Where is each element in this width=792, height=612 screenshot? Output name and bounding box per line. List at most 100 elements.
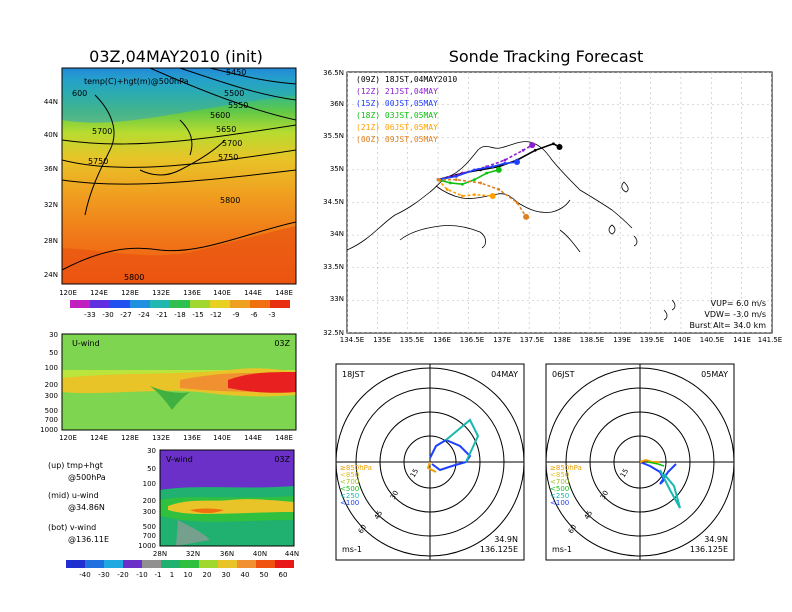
svg-text:500: 500 <box>45 407 58 415</box>
contour-labels: 5450 5500 5550 5600 5650 5700 5750 5700 … <box>72 68 248 282</box>
track-point <box>460 182 464 186</box>
svg-text:136E: 136E <box>183 289 201 297</box>
svg-text:15: 15 <box>619 467 630 479</box>
svg-text:VDW= -3.0 m/s: VDW= -3.0 m/s <box>704 310 766 319</box>
main-title: Sonde Tracking Forecast <box>449 47 644 66</box>
svg-text:5550: 5550 <box>228 101 248 110</box>
svg-text:VUP= 6.0 m/s: VUP= 6.0 m/s <box>711 299 766 308</box>
track-point <box>491 165 495 169</box>
svg-text:33N: 33N <box>330 295 344 303</box>
v-wind-colorbar-labels: -40 -30 -20 -10 -1 1 10 20 30 40 50 60 <box>79 571 287 579</box>
svg-text:44N: 44N <box>44 98 58 106</box>
svg-text:(21Z) 06JST,05MAY: (21Z) 06JST,05MAY <box>356 123 438 132</box>
svg-text:132E: 132E <box>152 289 170 297</box>
track-point <box>552 142 555 146</box>
svg-text:139E: 139E <box>613 336 631 344</box>
svg-text:-1: -1 <box>155 571 162 579</box>
track-point <box>485 171 489 175</box>
svg-text:137E: 137E <box>493 336 511 344</box>
v-wind-frame <box>159 449 295 547</box>
u-wind-field <box>62 334 296 430</box>
svg-text:124E: 124E <box>90 289 108 297</box>
track-point <box>445 188 449 191</box>
svg-text:35N: 35N <box>330 165 344 173</box>
svg-text:(mid) u-wind: (mid) u-wind <box>48 491 99 500</box>
svg-text:36N: 36N <box>220 550 234 558</box>
svg-text:34N: 34N <box>330 230 344 238</box>
svg-text:1000: 1000 <box>40 426 58 434</box>
upper-lat-labels: 44N 40N 36N 32N 28N 24N <box>44 98 58 279</box>
svg-text:128E: 128E <box>121 289 139 297</box>
svg-text:44N: 44N <box>285 550 299 558</box>
svg-text:136E: 136E <box>183 434 201 442</box>
svg-text:200: 200 <box>143 497 156 505</box>
v-wind-colorbar <box>66 560 294 568</box>
svg-text:60: 60 <box>279 571 288 579</box>
svg-text:139.5E: 139.5E <box>640 336 664 344</box>
svg-text:<850: <850 <box>340 471 359 479</box>
svg-text:140E: 140E <box>213 434 231 442</box>
svg-text:≥850hPa: ≥850hPa <box>550 464 582 472</box>
svg-text:(00Z) 09JST,05MAY: (00Z) 09JST,05MAY <box>356 135 438 144</box>
svg-text:1: 1 <box>170 571 174 579</box>
svg-text:(bot) v-wind: (bot) v-wind <box>48 523 96 532</box>
svg-text:32N: 32N <box>186 550 200 558</box>
svg-text:-6: -6 <box>251 311 259 319</box>
svg-text:140E: 140E <box>673 336 691 344</box>
temperature-field <box>62 68 296 284</box>
track-point <box>503 161 507 165</box>
track-point <box>503 158 507 162</box>
svg-text:140E: 140E <box>213 289 231 297</box>
svg-text:50: 50 <box>49 349 58 357</box>
track-point <box>460 194 464 198</box>
svg-text:136E: 136E <box>433 336 451 344</box>
upper-lon-labels: 120E 124E 128E 132E 136E 140E 144E 148E <box>59 289 293 297</box>
track-endpoint <box>489 192 496 199</box>
svg-text:@34.86N: @34.86N <box>68 503 105 512</box>
svg-text:35.5N: 35.5N <box>323 132 344 140</box>
svg-text:34.5N: 34.5N <box>323 198 344 206</box>
u-wind-lon-labels: 120E 124E 128E 132E 136E 140E 144E 148E <box>59 434 293 442</box>
u-wind-level-labels: 30 50 100 200 300 500 700 1000 <box>40 331 58 434</box>
svg-text:ms-1: ms-1 <box>552 545 572 554</box>
panel-notes: (up) tmp+hgt @500hPa (mid) u-wind @34.86… <box>48 461 109 544</box>
svg-text:50: 50 <box>147 465 156 473</box>
track-point <box>497 188 501 191</box>
hodo-left-time: 18JST <box>342 370 365 379</box>
svg-text:120E: 120E <box>59 289 77 297</box>
svg-text:5750: 5750 <box>218 153 238 162</box>
svg-text:-30: -30 <box>102 311 113 319</box>
track-point <box>515 201 519 204</box>
track-line <box>437 144 533 181</box>
svg-text:30: 30 <box>49 331 58 339</box>
svg-text:60: 60 <box>357 523 368 535</box>
svg-text:1000: 1000 <box>138 542 156 550</box>
upper-panel-frame <box>61 67 297 285</box>
svg-text:100: 100 <box>143 480 156 488</box>
svg-text:-24: -24 <box>138 311 150 319</box>
svg-text:700: 700 <box>45 416 58 424</box>
svg-text:<500: <500 <box>340 485 359 493</box>
track-line <box>437 161 518 181</box>
track-legend: (09Z) 18JST,04MAY2010 (12Z) 21JST,04MAY … <box>356 75 457 144</box>
svg-text:36N: 36N <box>330 100 344 108</box>
track-point <box>533 148 537 152</box>
track-endpoint <box>523 213 530 220</box>
svg-text:30: 30 <box>599 489 610 501</box>
svg-text:60: 60 <box>567 523 578 535</box>
svg-text:15: 15 <box>409 467 420 479</box>
hodograph-left: 18JST 04MAY 15 30 45 60 ≥850hPa <850 <70… <box>335 363 525 561</box>
svg-text:128E: 128E <box>121 434 139 442</box>
svg-text:600: 600 <box>72 89 87 98</box>
svg-text:100: 100 <box>45 364 58 372</box>
track-point <box>473 168 476 172</box>
svg-text:-27: -27 <box>120 311 131 319</box>
svg-text:45: 45 <box>583 509 594 521</box>
v-wind-level-labels: 30 50 100 200 300 500 700 1000 <box>138 447 156 550</box>
u-wind-time: 03Z <box>274 339 290 348</box>
svg-text:5750: 5750 <box>88 157 108 166</box>
svg-text:-40: -40 <box>79 571 90 579</box>
track-point <box>473 178 476 182</box>
svg-text:30: 30 <box>222 571 231 579</box>
